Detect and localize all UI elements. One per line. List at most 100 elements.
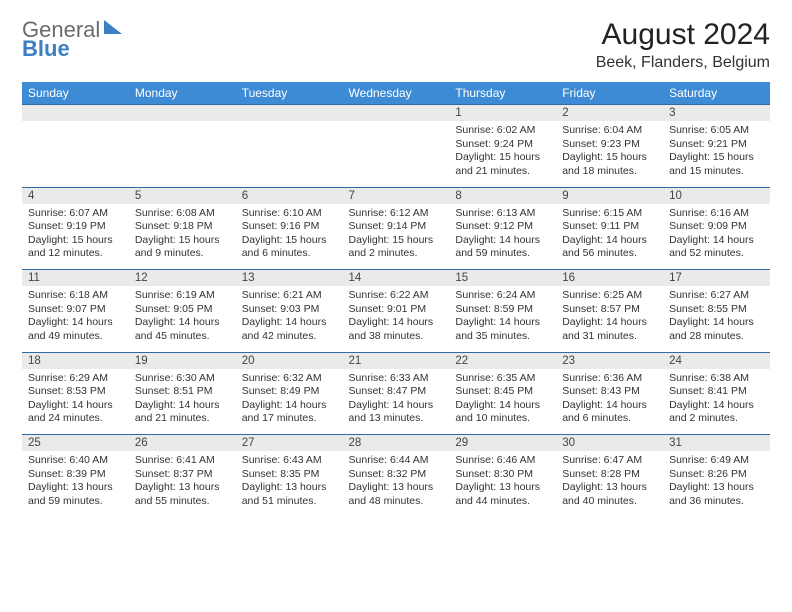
detail-row: Sunrise: 6:40 AMSunset: 8:39 PMDaylight:… <box>22 451 770 517</box>
day-daylight2: and 44 minutes. <box>455 495 550 509</box>
day-detail-cell: Sunrise: 6:32 AMSunset: 8:49 PMDaylight:… <box>236 369 343 435</box>
day-sunset: Sunset: 8:37 PM <box>135 468 230 482</box>
day-sunrise: Sunrise: 6:27 AM <box>669 289 764 303</box>
day-number-cell: 22 <box>449 352 556 369</box>
day-sunset: Sunset: 9:07 PM <box>28 303 123 317</box>
weekday-header: Tuesday <box>236 82 343 105</box>
daynum-row: 18192021222324 <box>22 352 770 369</box>
day-number-cell: 5 <box>129 187 236 204</box>
day-number-cell: 14 <box>343 270 450 287</box>
day-detail-cell: Sunrise: 6:47 AMSunset: 8:28 PMDaylight:… <box>556 451 663 517</box>
page-header: General Blue August 2024 Beek, Flanders,… <box>22 18 770 72</box>
day-number-cell: 8 <box>449 187 556 204</box>
day-daylight1: Daylight: 14 hours <box>349 399 444 413</box>
detail-row: Sunrise: 6:29 AMSunset: 8:53 PMDaylight:… <box>22 369 770 435</box>
day-sunrise: Sunrise: 6:36 AM <box>562 372 657 386</box>
day-daylight2: and 6 minutes. <box>242 247 337 261</box>
day-sunrise: Sunrise: 6:49 AM <box>669 454 764 468</box>
day-sunset: Sunset: 9:14 PM <box>349 220 444 234</box>
day-daylight2: and 59 minutes. <box>455 247 550 261</box>
day-number-cell: 1 <box>449 105 556 122</box>
day-daylight1: Daylight: 14 hours <box>562 316 657 330</box>
day-sunset: Sunset: 8:26 PM <box>669 468 764 482</box>
day-sunrise: Sunrise: 6:30 AM <box>135 372 230 386</box>
day-sunrise: Sunrise: 6:12 AM <box>349 207 444 221</box>
day-daylight1: Daylight: 13 hours <box>455 481 550 495</box>
day-sunrise: Sunrise: 6:04 AM <box>562 124 657 138</box>
day-daylight2: and 24 minutes. <box>28 412 123 426</box>
day-sunset: Sunset: 8:32 PM <box>349 468 444 482</box>
day-sunrise: Sunrise: 6:40 AM <box>28 454 123 468</box>
day-sunrise: Sunrise: 6:47 AM <box>562 454 657 468</box>
day-daylight2: and 45 minutes. <box>135 330 230 344</box>
day-detail-cell: Sunrise: 6:40 AMSunset: 8:39 PMDaylight:… <box>22 451 129 517</box>
day-detail-cell: Sunrise: 6:46 AMSunset: 8:30 PMDaylight:… <box>449 451 556 517</box>
day-detail-cell: Sunrise: 6:21 AMSunset: 9:03 PMDaylight:… <box>236 286 343 352</box>
day-detail-cell: Sunrise: 6:44 AMSunset: 8:32 PMDaylight:… <box>343 451 450 517</box>
day-number-cell <box>343 105 450 122</box>
day-sunrise: Sunrise: 6:10 AM <box>242 207 337 221</box>
day-daylight2: and 17 minutes. <box>242 412 337 426</box>
day-number-cell: 2 <box>556 105 663 122</box>
day-daylight2: and 52 minutes. <box>669 247 764 261</box>
weekday-header: Friday <box>556 82 663 105</box>
day-sunrise: Sunrise: 6:15 AM <box>562 207 657 221</box>
day-number-cell: 28 <box>343 435 450 452</box>
day-detail-cell: Sunrise: 6:07 AMSunset: 9:19 PMDaylight:… <box>22 204 129 270</box>
day-sunset: Sunset: 8:55 PM <box>669 303 764 317</box>
detail-row: Sunrise: 6:02 AMSunset: 9:24 PMDaylight:… <box>22 121 770 187</box>
day-sunset: Sunset: 9:23 PM <box>562 138 657 152</box>
day-sunrise: Sunrise: 6:02 AM <box>455 124 550 138</box>
day-daylight2: and 21 minutes. <box>135 412 230 426</box>
day-detail-cell: Sunrise: 6:19 AMSunset: 9:05 PMDaylight:… <box>129 286 236 352</box>
day-daylight1: Daylight: 13 hours <box>28 481 123 495</box>
day-detail-cell: Sunrise: 6:02 AMSunset: 9:24 PMDaylight:… <box>449 121 556 187</box>
day-daylight1: Daylight: 13 hours <box>349 481 444 495</box>
day-sunrise: Sunrise: 6:08 AM <box>135 207 230 221</box>
day-daylight2: and 15 minutes. <box>669 165 764 179</box>
day-number-cell: 6 <box>236 187 343 204</box>
day-sunrise: Sunrise: 6:29 AM <box>28 372 123 386</box>
weekday-header: Saturday <box>663 82 770 105</box>
day-daylight2: and 48 minutes. <box>349 495 444 509</box>
day-sunrise: Sunrise: 6:46 AM <box>455 454 550 468</box>
day-number-cell: 27 <box>236 435 343 452</box>
day-daylight2: and 21 minutes. <box>455 165 550 179</box>
day-daylight1: Daylight: 13 hours <box>135 481 230 495</box>
day-daylight1: Daylight: 13 hours <box>669 481 764 495</box>
day-sunset: Sunset: 9:24 PM <box>455 138 550 152</box>
day-daylight1: Daylight: 14 hours <box>562 399 657 413</box>
day-daylight1: Daylight: 15 hours <box>28 234 123 248</box>
day-daylight1: Daylight: 14 hours <box>455 234 550 248</box>
day-number-cell: 25 <box>22 435 129 452</box>
day-number-cell: 26 <box>129 435 236 452</box>
day-sunset: Sunset: 9:01 PM <box>349 303 444 317</box>
day-sunrise: Sunrise: 6:43 AM <box>242 454 337 468</box>
weekday-header: Thursday <box>449 82 556 105</box>
day-sunrise: Sunrise: 6:35 AM <box>455 372 550 386</box>
day-sunset: Sunset: 8:41 PM <box>669 385 764 399</box>
daynum-row: 11121314151617 <box>22 270 770 287</box>
day-daylight2: and 13 minutes. <box>349 412 444 426</box>
day-number-cell <box>236 105 343 122</box>
day-daylight1: Daylight: 15 hours <box>455 151 550 165</box>
day-daylight2: and 42 minutes. <box>242 330 337 344</box>
day-number-cell: 31 <box>663 435 770 452</box>
day-number-cell: 9 <box>556 187 663 204</box>
detail-row: Sunrise: 6:18 AMSunset: 9:07 PMDaylight:… <box>22 286 770 352</box>
day-sunset: Sunset: 8:45 PM <box>455 385 550 399</box>
day-sunrise: Sunrise: 6:07 AM <box>28 207 123 221</box>
day-sunset: Sunset: 9:18 PM <box>135 220 230 234</box>
day-daylight1: Daylight: 14 hours <box>28 316 123 330</box>
day-daylight1: Daylight: 14 hours <box>455 316 550 330</box>
day-sunrise: Sunrise: 6:33 AM <box>349 372 444 386</box>
day-number-cell: 7 <box>343 187 450 204</box>
day-daylight2: and 31 minutes. <box>562 330 657 344</box>
daynum-row: 45678910 <box>22 187 770 204</box>
day-daylight1: Daylight: 15 hours <box>562 151 657 165</box>
day-daylight1: Daylight: 14 hours <box>28 399 123 413</box>
day-daylight2: and 51 minutes. <box>242 495 337 509</box>
day-daylight2: and 10 minutes. <box>455 412 550 426</box>
day-detail-cell: Sunrise: 6:33 AMSunset: 8:47 PMDaylight:… <box>343 369 450 435</box>
day-daylight1: Daylight: 15 hours <box>242 234 337 248</box>
